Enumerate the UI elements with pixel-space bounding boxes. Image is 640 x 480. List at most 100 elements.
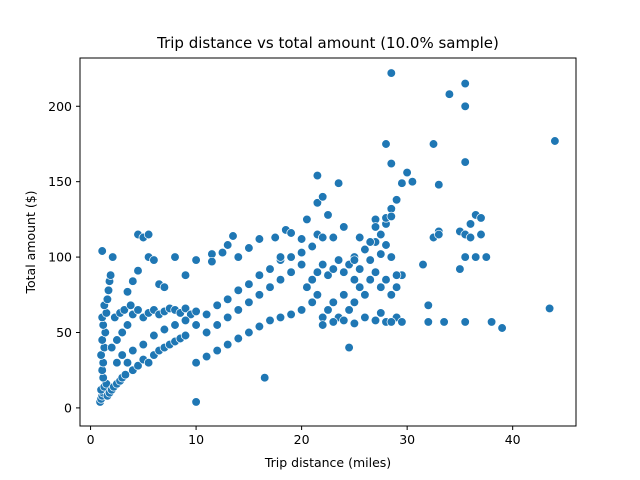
data-point — [191, 358, 201, 368]
data-point — [159, 282, 170, 292]
data-point — [439, 317, 449, 327]
data-point — [339, 290, 349, 300]
data-point — [254, 321, 265, 332]
x-tick-label: 20 — [294, 432, 310, 447]
data-point — [407, 177, 418, 187]
data-point — [143, 358, 154, 368]
data-point — [180, 303, 191, 314]
data-point — [286, 309, 296, 320]
data-point — [344, 342, 354, 353]
data-point — [328, 264, 338, 274]
data-point — [149, 330, 159, 341]
data-point — [465, 232, 476, 243]
data-point — [386, 252, 396, 262]
data-point — [370, 267, 381, 277]
x-tick-label: 10 — [188, 432, 204, 447]
data-point — [217, 247, 228, 258]
data-point — [223, 240, 233, 250]
data-point — [360, 290, 370, 300]
data-point — [386, 68, 396, 78]
data-point — [244, 327, 254, 338]
y-tick-label: 100 — [48, 250, 72, 265]
data-point — [397, 317, 407, 327]
x-tick-label: 0 — [87, 432, 95, 447]
data-point — [365, 275, 375, 285]
data-point — [312, 290, 323, 300]
data-point — [286, 252, 296, 262]
data-point — [117, 350, 127, 360]
data-point — [444, 89, 455, 99]
data-point — [143, 229, 154, 240]
data-point — [275, 312, 286, 323]
data-point — [381, 240, 391, 250]
data-point — [201, 309, 212, 320]
data-point — [102, 294, 113, 304]
data-point — [386, 317, 396, 327]
data-point — [133, 305, 143, 315]
data-point — [133, 361, 143, 371]
data-point — [376, 229, 386, 240]
data-point — [128, 345, 138, 356]
data-point — [233, 285, 243, 295]
data-point — [119, 305, 129, 315]
data-point — [244, 279, 254, 289]
data-point — [307, 241, 317, 252]
data-point — [370, 222, 381, 232]
data-point — [333, 178, 344, 188]
data-point — [376, 249, 386, 259]
data-point — [133, 266, 143, 276]
data-point — [434, 180, 444, 190]
data-point — [149, 255, 159, 265]
data-point — [265, 282, 275, 292]
data-point — [381, 275, 391, 285]
data-point — [381, 139, 391, 149]
y-tick-label: 0 — [64, 400, 72, 415]
data-point — [138, 339, 148, 350]
data-point — [428, 139, 439, 149]
data-point — [460, 157, 470, 167]
data-point — [339, 315, 349, 326]
data-point — [128, 276, 138, 286]
data-point — [460, 317, 470, 327]
ticks-layer: 0 10 20 30 40 0 50 100 150 200 — [48, 99, 521, 447]
y-tick-label: 150 — [48, 174, 72, 189]
data-point — [460, 101, 470, 111]
data-point — [349, 255, 360, 265]
data-point — [328, 317, 338, 327]
data-point — [328, 297, 338, 307]
data-point — [349, 297, 360, 307]
data-point — [244, 243, 254, 253]
data-point — [391, 195, 402, 205]
data-point — [97, 246, 107, 256]
data-point — [318, 192, 328, 202]
data-point — [275, 275, 286, 285]
data-point — [98, 320, 108, 330]
data-point — [323, 270, 333, 280]
data-point — [296, 305, 307, 315]
data-point — [318, 320, 328, 330]
data-point — [476, 229, 486, 240]
data-point — [159, 324, 170, 335]
data-point — [296, 259, 307, 270]
data-point — [376, 282, 386, 292]
data-point — [265, 264, 275, 274]
data-point — [312, 198, 323, 208]
data-point — [201, 327, 212, 338]
x-axis-title: Trip distance (miles) — [264, 455, 391, 470]
y-axis-title: Total amount ($) — [23, 190, 38, 294]
data-point — [117, 327, 127, 338]
data-point — [323, 305, 333, 315]
data-point — [318, 232, 328, 243]
data-point — [223, 339, 233, 350]
data-point — [122, 287, 133, 297]
data-point — [391, 282, 402, 292]
data-point — [344, 305, 354, 315]
data-point — [386, 290, 396, 300]
data-point — [312, 267, 323, 277]
data-point — [120, 370, 131, 380]
y-tick-label: 200 — [48, 99, 72, 114]
data-point — [370, 315, 381, 326]
data-point — [360, 312, 370, 323]
plot-frame — [79, 57, 577, 427]
data-point — [191, 255, 201, 265]
